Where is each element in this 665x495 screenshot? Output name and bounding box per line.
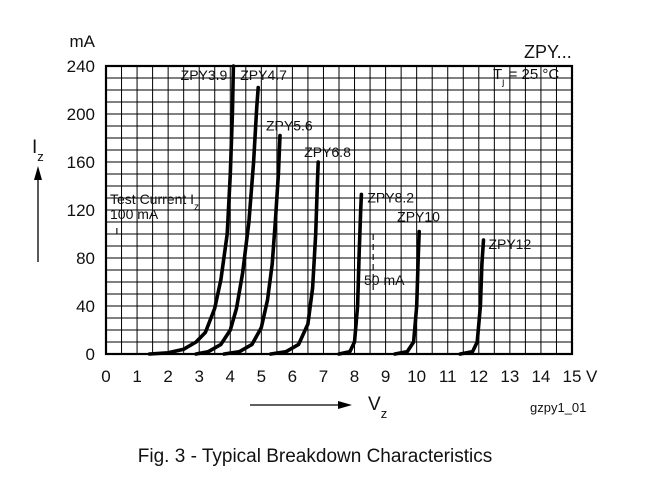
series-curve-zpy8-2 bbox=[337, 192, 364, 356]
series-curve-zpy4-7 bbox=[194, 85, 260, 356]
x-tick-label: 12 bbox=[469, 367, 488, 386]
series-label: ZPY4.7 bbox=[240, 67, 287, 83]
x-tick-label: 15 bbox=[563, 367, 582, 386]
series-label: ZPY5.6 bbox=[266, 118, 313, 134]
x-tick-label: 13 bbox=[500, 367, 519, 386]
x-tick-label: 10 bbox=[407, 367, 426, 386]
plot-frame bbox=[104, 64, 574, 356]
reference-lines bbox=[106, 228, 572, 295]
series-curve-zpy6-8 bbox=[268, 160, 320, 356]
x-tick-labels: 0 1 2 3 4 5 6 7 8 9 10 11 12 13 14 15 bbox=[101, 367, 581, 386]
series-labels: ZPY3.9 ZPY4.7 ZPY5.6 ZPY6.8 ZPY8.2 ZPY10 ZPY12 bbox=[181, 67, 532, 252]
series-curve-zpy5-6 bbox=[222, 133, 282, 356]
y-tick-label: 120 bbox=[67, 201, 95, 220]
series-curve-zpy3-9 bbox=[147, 64, 236, 356]
series-curves bbox=[147, 64, 486, 356]
x-tick-label: 11 bbox=[439, 367, 457, 386]
x-tick-label: 5 bbox=[257, 367, 266, 386]
figure-caption: Fig. 3 - Typical Breakdown Characteristi… bbox=[137, 446, 493, 467]
y-tick-label: 240 bbox=[67, 57, 95, 76]
y-tick-labels: 0 40 80 120 160 200 240 bbox=[67, 57, 95, 364]
y-axis-arrow-head bbox=[34, 166, 42, 180]
x-tick-label: 1 bbox=[132, 367, 141, 386]
y-axis-label: Iz bbox=[32, 137, 44, 164]
x-tick-label: 7 bbox=[319, 367, 328, 386]
test-current-label: Test Current Iz bbox=[110, 191, 199, 213]
x-tick-label: 14 bbox=[531, 367, 550, 386]
series-label: ZPY3.9 bbox=[181, 67, 228, 83]
temperature-condition: Tj = 25 °C bbox=[493, 66, 559, 88]
series-family-label: ZPY... bbox=[524, 42, 572, 62]
series-label: ZPY10 bbox=[397, 209, 440, 225]
test-current-value: 100 mA bbox=[110, 206, 159, 222]
series-label: ZPY6.8 bbox=[304, 144, 351, 160]
y-unit-label: mA bbox=[70, 32, 96, 51]
x-tick-label: 0 bbox=[101, 367, 110, 386]
x-axis-label: Vz bbox=[368, 394, 387, 421]
y-tick-label: 200 bbox=[67, 105, 95, 124]
y-tick-label: 80 bbox=[76, 249, 95, 268]
series-curve-zpy12 bbox=[458, 238, 486, 356]
x-tick-label: 2 bbox=[163, 367, 172, 386]
second-current-label: 50 mA bbox=[364, 272, 405, 288]
x-tick-label: 9 bbox=[381, 367, 390, 386]
x-tick-label: 3 bbox=[194, 367, 203, 386]
x-unit-label: V bbox=[586, 367, 598, 386]
y-tick-label: 160 bbox=[67, 153, 95, 172]
y-tick-label: 0 bbox=[86, 345, 95, 364]
x-tick-label: 6 bbox=[288, 367, 297, 386]
figure-id: gzpy1_01 bbox=[530, 400, 586, 415]
y-tick-label: 40 bbox=[76, 297, 95, 316]
series-label: ZPY8.2 bbox=[367, 189, 414, 205]
x-tick-label: 8 bbox=[350, 367, 359, 386]
x-axis-arrow-head bbox=[338, 401, 352, 409]
series-curve-zpy10 bbox=[393, 229, 421, 356]
x-tick-label: 4 bbox=[226, 367, 235, 386]
series-label: ZPY12 bbox=[488, 236, 531, 252]
